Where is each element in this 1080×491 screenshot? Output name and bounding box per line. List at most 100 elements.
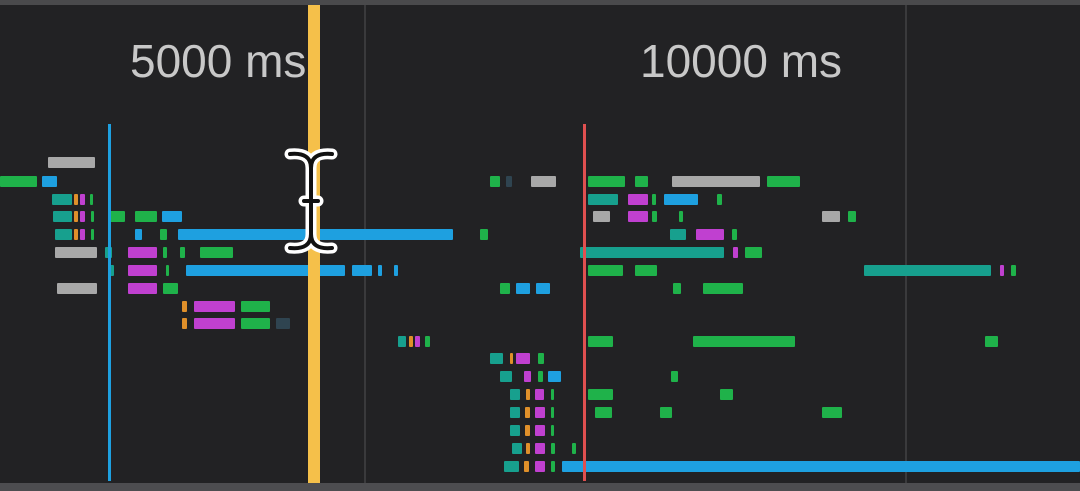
request-bar-orange[interactable] (510, 353, 513, 364)
request-bar-orange[interactable] (525, 407, 530, 418)
request-bar-green[interactable] (425, 336, 430, 347)
request-bar-teal[interactable] (110, 265, 114, 276)
request-bar-green[interactable] (745, 247, 762, 258)
request-bar-green[interactable] (660, 407, 672, 418)
request-bar-green[interactable] (180, 247, 185, 258)
request-bar-orange[interactable] (526, 389, 530, 400)
request-bar-green[interactable] (551, 461, 555, 472)
request-bar-blue[interactable] (548, 371, 561, 382)
request-bar-teal[interactable] (398, 336, 406, 347)
request-bar-teal[interactable] (864, 265, 991, 276)
request-bar-green[interactable] (241, 301, 270, 312)
request-bar-teal[interactable] (55, 229, 72, 240)
request-bar-green[interactable] (91, 211, 94, 222)
request-bar-green[interactable] (110, 211, 125, 222)
request-bar-green[interactable] (635, 176, 648, 187)
request-bar-green[interactable] (91, 229, 94, 240)
request-bar-teal[interactable] (670, 229, 686, 240)
request-bar-magenta[interactable] (733, 247, 738, 258)
request-bar-blue[interactable] (162, 211, 182, 222)
request-bar-green[interactable] (679, 211, 683, 222)
request-bar-orange[interactable] (74, 229, 78, 240)
request-bar-teal[interactable] (53, 211, 72, 222)
request-bar-green[interactable] (720, 389, 733, 400)
request-bar-green[interactable] (163, 283, 178, 294)
request-bar-green[interactable] (671, 371, 678, 382)
request-bar-green[interactable] (538, 353, 544, 364)
request-bar-blue[interactable] (562, 461, 1080, 472)
request-bar-green[interactable] (0, 176, 37, 187)
request-bar-magenta[interactable] (535, 443, 545, 454)
horizontal-scrollbar[interactable] (0, 483, 1080, 491)
request-bar-dim[interactable] (276, 318, 290, 329)
request-bar-green[interactable] (1011, 265, 1016, 276)
request-bar-green[interactable] (538, 371, 543, 382)
request-bar-green[interactable] (673, 283, 681, 294)
request-bar-teal[interactable] (490, 353, 503, 364)
request-bar-blue[interactable] (378, 265, 382, 276)
request-bar-green[interactable] (732, 229, 737, 240)
request-bar-green[interactable] (480, 229, 488, 240)
request-bar-orange[interactable] (74, 194, 78, 205)
request-bar-gray[interactable] (531, 176, 556, 187)
request-bar-gray[interactable] (822, 211, 840, 222)
request-bar-teal[interactable] (52, 194, 72, 205)
request-bar-green[interactable] (500, 283, 510, 294)
request-bar-blue[interactable] (135, 229, 142, 240)
request-bar-magenta[interactable] (128, 247, 157, 258)
request-bar-magenta[interactable] (80, 229, 85, 240)
request-bar-magenta[interactable] (628, 211, 648, 222)
request-bar-green[interactable] (572, 443, 576, 454)
request-bar-teal[interactable] (512, 443, 522, 454)
request-bar-orange[interactable] (524, 461, 529, 472)
request-bar-green[interactable] (135, 211, 157, 222)
request-bar-green[interactable] (588, 336, 613, 347)
request-bar-green[interactable] (90, 194, 93, 205)
request-bar-magenta[interactable] (80, 194, 85, 205)
request-bar-blue[interactable] (42, 176, 57, 187)
request-bar-magenta[interactable] (535, 407, 545, 418)
request-bar-magenta[interactable] (194, 318, 235, 329)
request-bar-green[interactable] (822, 407, 842, 418)
request-bar-teal[interactable] (588, 194, 618, 205)
request-bar-green[interactable] (693, 336, 795, 347)
request-bar-green[interactable] (551, 425, 554, 436)
request-bar-green[interactable] (490, 176, 500, 187)
request-bar-orange[interactable] (526, 443, 530, 454)
request-bar-green[interactable] (717, 194, 722, 205)
request-bar-magenta[interactable] (628, 194, 648, 205)
request-bar-gray[interactable] (593, 211, 610, 222)
request-bar-orange[interactable] (182, 301, 187, 312)
request-bar-teal[interactable] (510, 425, 520, 436)
request-bar-blue[interactable] (664, 194, 698, 205)
request-bar-green[interactable] (595, 407, 612, 418)
request-bar-magenta[interactable] (415, 336, 420, 347)
request-bar-teal[interactable] (500, 371, 512, 382)
request-bar-gray[interactable] (672, 176, 760, 187)
request-bar-green[interactable] (588, 176, 625, 187)
request-bar-green[interactable] (652, 211, 657, 222)
request-bar-magenta[interactable] (128, 265, 157, 276)
request-bar-magenta[interactable] (1000, 265, 1004, 276)
request-bar-green[interactable] (848, 211, 856, 222)
request-bar-green[interactable] (160, 229, 167, 240)
request-bar-green[interactable] (985, 336, 998, 347)
request-bar-green[interactable] (767, 176, 800, 187)
request-bar-orange[interactable] (74, 211, 78, 222)
request-bar-green[interactable] (551, 443, 555, 454)
request-bar-blue[interactable] (516, 283, 530, 294)
request-bar-dim[interactable] (506, 176, 512, 187)
request-bar-gray[interactable] (48, 157, 95, 168)
request-bar-magenta[interactable] (128, 283, 157, 294)
request-bar-green[interactable] (163, 247, 167, 258)
request-bar-orange[interactable] (409, 336, 413, 347)
request-bar-blue[interactable] (394, 265, 398, 276)
request-bar-teal[interactable] (510, 389, 520, 400)
request-bar-green[interactable] (635, 265, 657, 276)
request-bar-teal[interactable] (510, 407, 520, 418)
request-bar-magenta[interactable] (696, 229, 724, 240)
request-bar-magenta[interactable] (194, 301, 235, 312)
request-bar-magenta[interactable] (535, 389, 544, 400)
request-bar-green[interactable] (241, 318, 270, 329)
request-bar-blue[interactable] (352, 265, 372, 276)
